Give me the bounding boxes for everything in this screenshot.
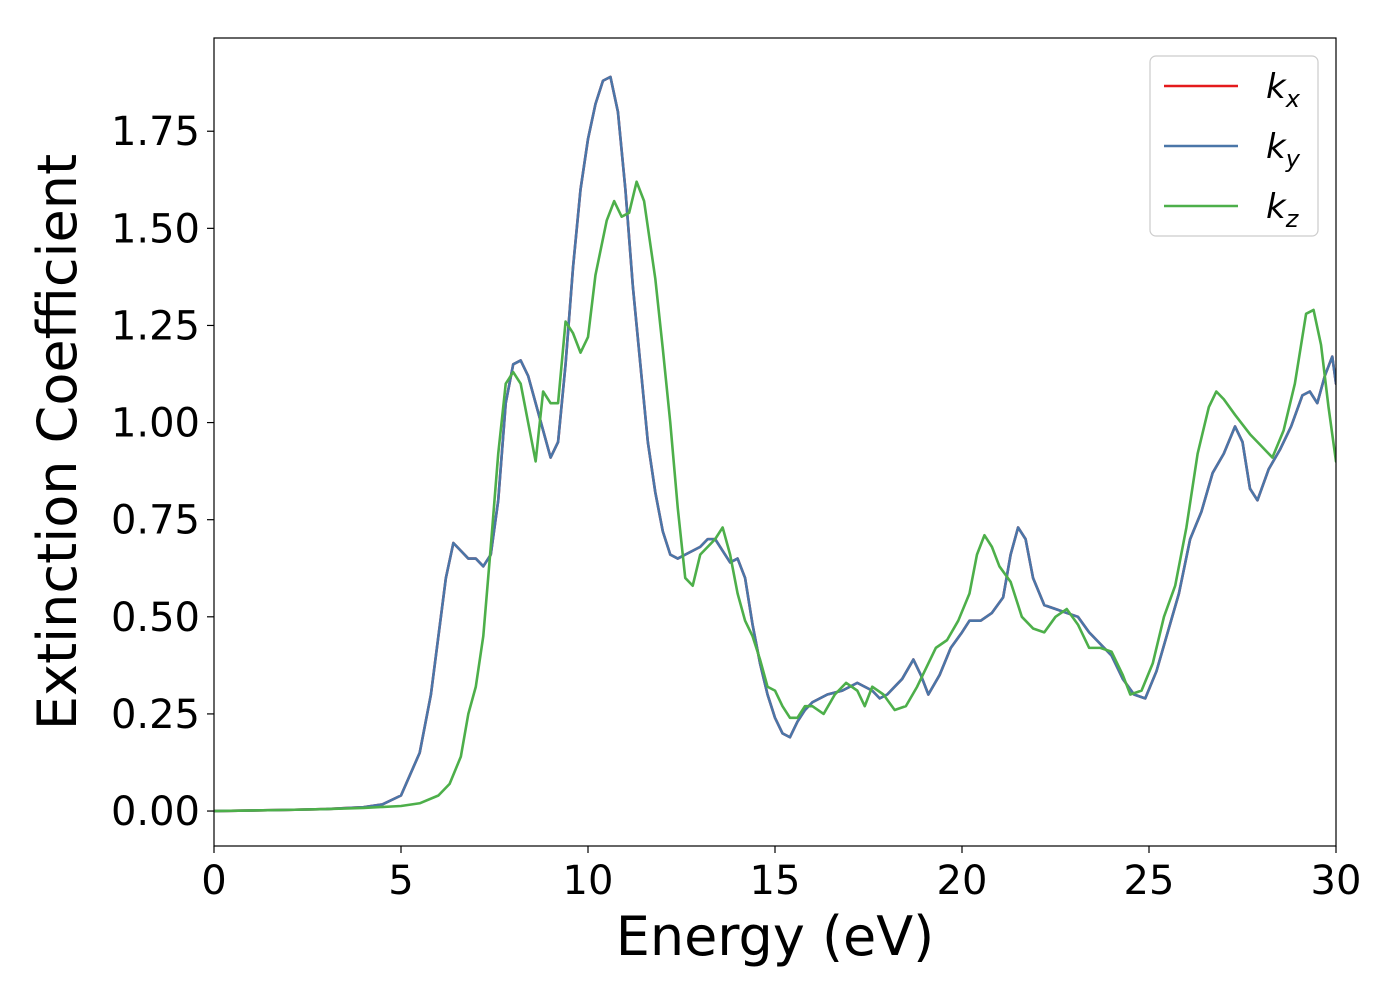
y-axis-title: Extinction Coefficient: [26, 154, 89, 730]
y-tick-label: 1.50: [111, 206, 200, 252]
y-tick-label: 1.00: [111, 401, 200, 447]
x-axis-title: Energy (eV): [616, 905, 935, 968]
x-tick-label: 5: [388, 858, 413, 904]
y-tick-label: 1.75: [111, 109, 200, 155]
x-tick-label: 10: [563, 858, 614, 904]
x-tick-label: 30: [1311, 858, 1362, 904]
y-tick-label: 0.25: [111, 692, 200, 738]
x-tick-label: 25: [1124, 858, 1175, 904]
x-tick-label: 20: [937, 858, 988, 904]
legend-label-subscript: y: [1285, 145, 1301, 173]
series-layer: [214, 75, 1336, 813]
legend-label-subscript: z: [1285, 205, 1300, 233]
x-axis: 0 5 10 15 20 25 30: [201, 846, 1361, 904]
series-line-z: [214, 180, 1336, 813]
x-tick-label: 15: [750, 858, 801, 904]
y-tick-label: 0.75: [111, 498, 200, 544]
y-axis: 0.00 0.25 0.50 0.75 1.00 1.25 1.50 1.75: [111, 109, 214, 835]
y-tick-label: 0.50: [111, 595, 200, 641]
y-tick-label: 1.25: [111, 303, 200, 349]
legend-label-subscript: x: [1285, 85, 1301, 113]
y-tick-label: 0.00: [111, 789, 200, 835]
x-tick-label: 0: [201, 858, 226, 904]
series-line-y: [214, 75, 1336, 813]
